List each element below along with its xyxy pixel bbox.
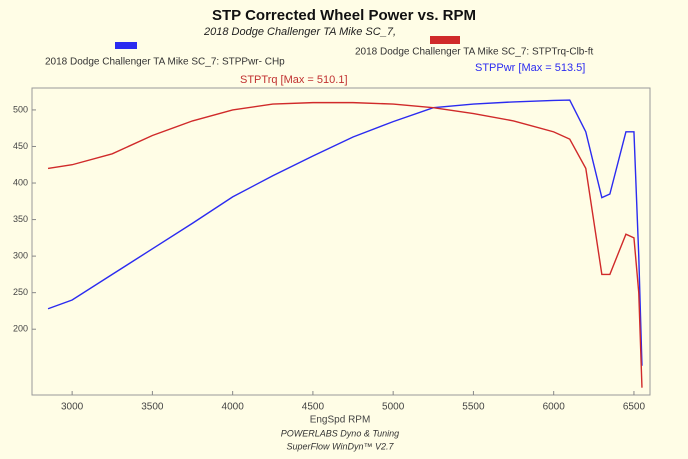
y-tick-label: 450: [13, 141, 28, 151]
plot-frame: [31, 87, 651, 396]
x-tick-label: 6000: [543, 402, 566, 413]
chart-subtitle: 2018 Dodge Challenger TA Mike SC_7,: [203, 26, 396, 38]
y-tick-label: 300: [13, 250, 28, 260]
y-tick-label: 250: [13, 287, 28, 297]
x-axis-label: EngSpd RPM: [310, 415, 371, 426]
x-tick-label: 6500: [623, 402, 646, 413]
y-tick-label: 400: [13, 177, 28, 187]
y-tick-label: 500: [13, 104, 28, 114]
annotation: STPPwr [Max = 513.5]: [475, 62, 585, 74]
x-tick-label: 4500: [302, 402, 325, 413]
chart-title: STP Corrected Wheel Power vs. RPM: [212, 7, 476, 24]
series-line: [47, 99, 643, 366]
footer: POWERLABS Dyno & Tuning: [281, 428, 399, 438]
x-tick-label: 4000: [222, 402, 245, 413]
legend-entry: 2018 Dodge Challenger TA Mike SC_7: STPT…: [355, 47, 593, 58]
x-tick-label: 3500: [141, 402, 164, 413]
legend-swatch: [430, 36, 460, 44]
x-tick-label: 5000: [382, 402, 405, 413]
x-tick-label: 3000: [61, 402, 84, 413]
annotation: STPTrq [Max = 510.1]: [240, 74, 348, 86]
y-tick-label: 200: [13, 324, 28, 334]
series-line: [47, 101, 643, 388]
footer: SuperFlow WinDyn™ V2.7: [287, 441, 395, 451]
legend-entry: 2018 Dodge Challenger TA Mike SC_7: STPP…: [45, 57, 285, 68]
legend-swatch: [115, 42, 137, 49]
y-tick-label: 350: [13, 214, 28, 224]
x-tick-label: 5500: [462, 402, 485, 413]
